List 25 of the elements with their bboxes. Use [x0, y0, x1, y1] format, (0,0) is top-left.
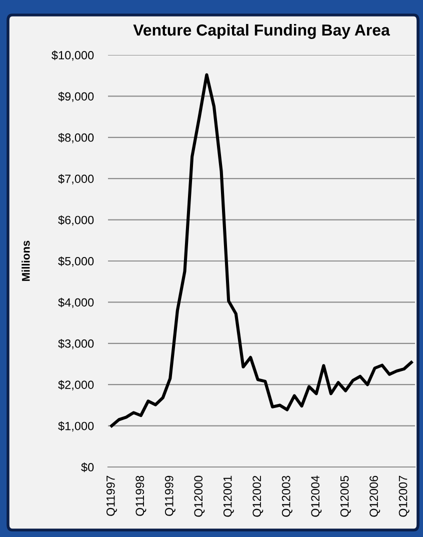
y-tick-label: $8,000: [58, 132, 94, 144]
y-tick-label: $4,000: [58, 298, 94, 308]
y-tick-label: $0: [81, 462, 94, 472]
x-tick-label: Q12007: [398, 476, 410, 517]
x-tick-label: Q12003: [282, 476, 292, 517]
x-tick-label: Q11998: [136, 476, 146, 516]
x-tick-label: Q12001: [223, 476, 234, 517]
y-tick-label: $1,000: [58, 421, 94, 432]
y-tick-label: $5,000: [58, 256, 94, 267]
y-tick-label: $9,000: [58, 92, 94, 102]
y-tick-label: $6,000: [58, 215, 94, 226]
x-tick-label: Q12005: [340, 476, 351, 517]
x-tick-label: Q12000: [194, 476, 205, 517]
y-tick-label: $7,000: [58, 174, 94, 184]
chart-title: Venture Capital Funding Bay Area: [133, 24, 390, 39]
x-tick-label: Q11999: [164, 476, 176, 516]
y-tick-label: $3,000: [58, 338, 94, 350]
x-tick-label: Q11997: [106, 476, 117, 516]
x-tick-label: Q12006: [370, 476, 380, 517]
x-tick-label: Q12004: [311, 476, 322, 517]
y-tick-label: $10,000: [52, 50, 94, 61]
line-series: [110, 73, 413, 428]
y-axis-title: Millions: [22, 240, 30, 281]
y-tick-label: $2,000: [58, 380, 94, 390]
x-tick-label: Q12002: [252, 476, 264, 517]
